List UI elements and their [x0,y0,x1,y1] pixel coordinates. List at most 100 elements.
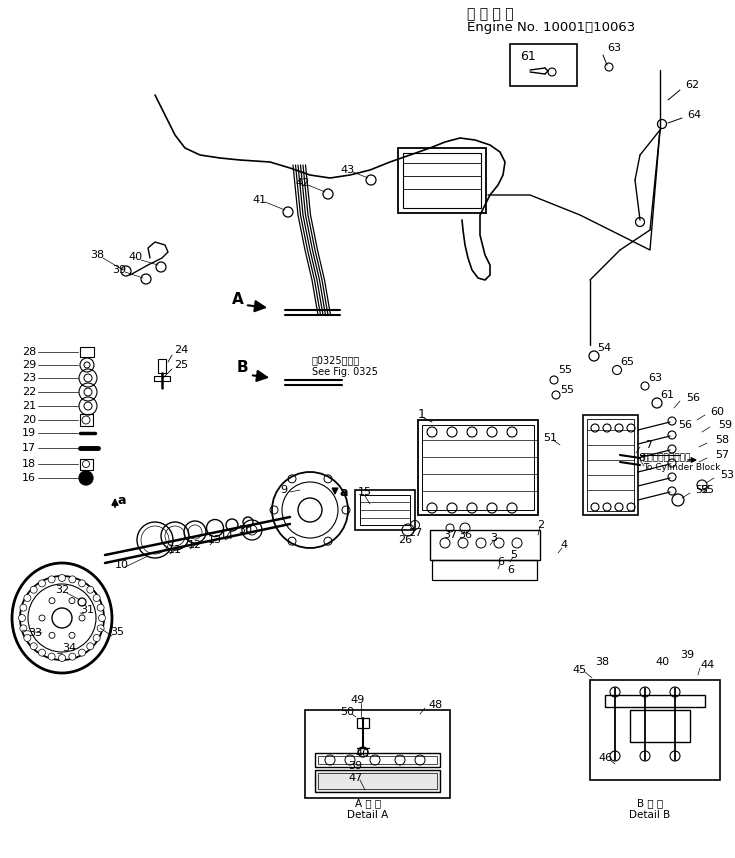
Text: 7: 7 [645,440,652,450]
Circle shape [97,604,104,611]
Circle shape [49,576,55,583]
Circle shape [79,471,93,485]
Text: 31: 31 [80,605,94,615]
Text: 43: 43 [340,165,354,175]
Text: 適 用 号 機: 適 用 号 機 [467,7,514,21]
Text: To Cylinder Block: To Cylinder Block [643,463,720,473]
Text: 12: 12 [188,540,202,550]
Text: Engine No. 10001～10063: Engine No. 10001～10063 [467,21,635,33]
Text: 26: 26 [398,535,412,545]
Circle shape [93,595,100,601]
Text: 25: 25 [174,360,188,370]
Text: 23: 23 [22,373,36,383]
Text: 59: 59 [718,420,732,430]
Circle shape [59,575,65,582]
Text: 6: 6 [507,565,514,575]
Bar [398,148,486,213]
Text: 4: 4 [560,540,567,550]
Circle shape [98,614,106,621]
Circle shape [59,655,65,662]
Text: 57: 57 [715,450,729,460]
Bar [318,756,437,764]
Text: a: a [118,493,126,506]
Text: 第0325図参照: 第0325図参照 [312,355,360,365]
Circle shape [30,643,37,650]
Text: 29: 29 [22,360,36,370]
Text: 11: 11 [168,545,182,555]
Text: 50: 50 [340,707,354,717]
Bar [357,718,369,728]
Text: 46: 46 [598,753,612,763]
Bar [510,44,577,86]
Text: Detail A: Detail A [348,810,389,820]
Text: 55: 55 [560,385,574,395]
Bar [430,530,540,560]
Text: B 詳 注: B 詳 注 [637,798,663,808]
Text: A 詳 注: A 詳 注 [355,798,381,808]
Text: 61: 61 [660,390,674,400]
Text: 64: 64 [687,110,701,120]
Text: 60: 60 [710,407,724,417]
Circle shape [30,586,37,593]
Text: シリンダブロックへ: シリンダブロックへ [643,454,692,462]
Bar [630,710,690,742]
Text: 21: 21 [22,401,36,411]
Text: 49: 49 [350,695,365,705]
Text: 56: 56 [686,393,700,403]
Circle shape [69,576,76,583]
Bar [80,459,93,470]
Text: 32: 32 [55,585,69,595]
Text: 39: 39 [112,265,126,275]
Text: 56: 56 [678,420,692,430]
Text: 3: 3 [490,533,497,543]
Text: 5: 5 [510,550,517,560]
Circle shape [24,635,31,642]
Text: 33: 33 [28,628,42,638]
Text: 62: 62 [685,80,699,90]
Text: 24: 24 [174,345,188,355]
Bar [154,376,170,381]
Bar [590,680,720,780]
Circle shape [79,580,85,587]
Text: 55: 55 [700,485,714,495]
Text: 10: 10 [115,560,129,570]
Bar [80,347,94,357]
Bar [158,359,166,373]
Circle shape [87,586,94,593]
Circle shape [24,595,31,601]
Bar [315,753,440,767]
Bar [360,495,410,525]
Text: Detail B: Detail B [629,810,670,820]
Text: 48: 48 [428,700,442,710]
Text: 40: 40 [355,749,369,759]
Text: 39: 39 [348,761,362,771]
Text: 35: 35 [110,627,124,637]
Text: 40: 40 [655,657,669,667]
Bar [315,770,440,792]
Text: 2: 2 [537,520,544,530]
Text: 39: 39 [680,650,694,660]
Text: 22: 22 [22,387,36,397]
Text: 47: 47 [348,773,362,783]
Text: a: a [340,486,348,498]
Text: 38: 38 [90,250,104,260]
Text: 42: 42 [295,178,309,188]
Text: 58: 58 [715,435,729,445]
Text: 55: 55 [558,365,572,375]
Text: 51: 51 [543,433,557,443]
Text: See Fig. 0325: See Fig. 0325 [312,367,378,377]
Bar [403,153,481,208]
Bar [422,425,534,510]
Text: 1: 1 [418,408,426,421]
Text: 65: 65 [620,357,634,367]
Circle shape [38,650,46,656]
Circle shape [93,635,100,642]
Circle shape [18,614,26,621]
Text: 19: 19 [22,428,36,438]
Text: 15: 15 [358,487,372,497]
Text: 41: 41 [252,195,266,205]
Text: B: B [237,360,248,376]
Text: 8: 8 [638,453,645,463]
Text: 9: 9 [280,485,287,495]
Circle shape [79,650,85,656]
